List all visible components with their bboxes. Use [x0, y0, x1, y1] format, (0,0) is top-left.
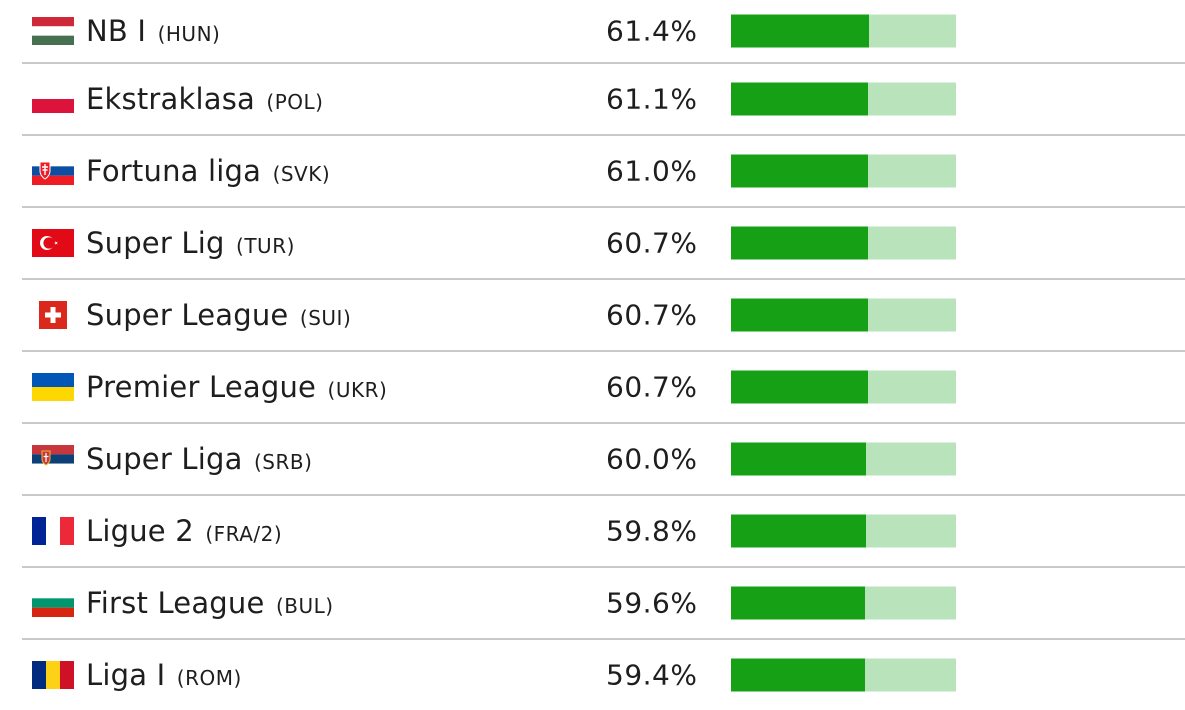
table-row[interactable]: Ligue 2 (FRA/2) 59.8% [22, 494, 1185, 566]
percentage-value: 60.7% [606, 370, 698, 404]
percentage-value: 59.8% [606, 514, 698, 548]
country-code: (POL) [266, 90, 324, 114]
percentage-value: 61.4% [606, 14, 698, 48]
table-row[interactable]: Super Lig (TUR) 60.7% [22, 206, 1185, 278]
percentage-value: 60.0% [606, 442, 698, 476]
table-row[interactable]: Fortuna liga (SVK) 61.0% [22, 134, 1185, 206]
table-row[interactable]: Super Liga (SRB) 60.0% [22, 422, 1185, 494]
country-code: (SUI) [299, 306, 352, 330]
poland-flag-icon [32, 85, 74, 113]
serbia-flag-icon [32, 445, 74, 473]
percentage-value: 61.1% [606, 82, 698, 116]
table-row[interactable]: Premier League (UKR) 60.7% [22, 350, 1185, 422]
progress-bar-fill [731, 514, 866, 548]
table-row[interactable]: Super League (SUI) 60.7% [22, 278, 1185, 350]
hungary-flag-icon [32, 17, 74, 45]
turkey-flag-icon [32, 229, 74, 257]
country-code: (BUL) [275, 594, 334, 618]
ukraine-flag-icon [32, 373, 74, 401]
romania-flag-icon [32, 661, 74, 689]
country-code: (FRA/2) [205, 522, 283, 546]
progress-bar [731, 586, 956, 620]
league-name: Premier League (UKR) [86, 370, 388, 404]
league-name: Ligue 2 (FRA/2) [86, 514, 283, 548]
progress-bar [731, 370, 956, 404]
progress-bar-fill [731, 154, 869, 188]
progress-bar-fill [731, 370, 868, 404]
progress-bar-fill [731, 658, 865, 692]
progress-bar [731, 154, 956, 188]
league-name: Super Lig (TUR) [86, 226, 295, 260]
table-row[interactable]: First League (BUL) 59.6% [22, 566, 1185, 638]
league-table: NB I (HUN) 61.4% Ekstraklasa (POL) 61.1%… [22, 0, 1185, 710]
league-name: Fortuna liga (SVK) [86, 154, 331, 188]
progress-bar-fill [731, 226, 868, 260]
percentage-value: 59.4% [606, 658, 698, 692]
country-code: (TUR) [236, 234, 295, 258]
league-name: Super League (SUI) [86, 298, 352, 332]
league-name: NB I (HUN) [86, 14, 221, 48]
country-code: (UKR) [327, 378, 388, 402]
country-code: (SVK) [272, 162, 331, 186]
bulgaria-flag-icon [32, 589, 74, 617]
percentage-value: 59.6% [606, 586, 698, 620]
progress-bar [731, 14, 956, 48]
country-code: (HUN) [157, 22, 221, 46]
slovakia-flag-icon [32, 157, 74, 185]
progress-bar-fill [731, 442, 866, 476]
progress-bar [731, 514, 956, 548]
progress-bar [731, 298, 956, 332]
percentage-value: 60.7% [606, 226, 698, 260]
table-row[interactable]: Ekstraklasa (POL) 61.1% [22, 62, 1185, 134]
progress-bar-fill [731, 14, 870, 48]
france-flag-icon [32, 517, 74, 545]
progress-bar [731, 82, 956, 116]
league-name: Super Liga (SRB) [86, 442, 313, 476]
table-row[interactable]: Liga I (ROM) 59.4% [22, 638, 1185, 710]
progress-bar [731, 226, 956, 260]
progress-bar-fill [731, 298, 868, 332]
progress-bar [731, 442, 956, 476]
percentage-value: 60.7% [606, 298, 698, 332]
progress-bar-fill [731, 82, 869, 116]
league-name: First League (BUL) [86, 586, 334, 620]
league-name: Liga I (ROM) [86, 658, 242, 692]
league-name: Ekstraklasa (POL) [86, 82, 324, 116]
table-row[interactable]: NB I (HUN) 61.4% [22, 0, 1185, 62]
country-code: (ROM) [176, 666, 242, 690]
switzerland-flag-icon [32, 301, 74, 329]
country-code: (SRB) [254, 450, 313, 474]
percentage-value: 61.0% [606, 154, 698, 188]
progress-bar [731, 658, 956, 692]
progress-bar-fill [731, 586, 866, 620]
